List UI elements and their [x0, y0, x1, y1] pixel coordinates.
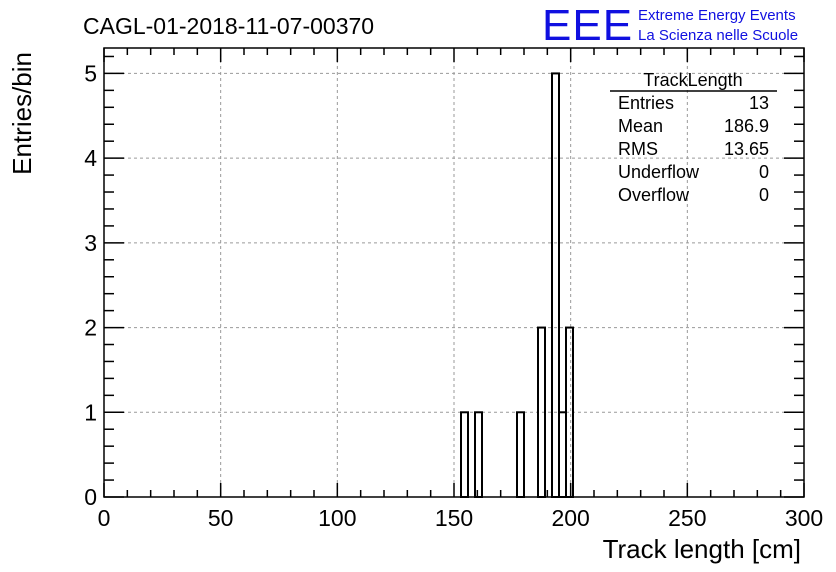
y-tick-label: 3	[84, 230, 97, 256]
histogram-bar	[516, 411, 525, 498]
histogram-bar	[474, 411, 483, 498]
y-tick-label: 1	[84, 399, 97, 425]
stats-row-label: Overflow	[618, 185, 690, 205]
logo-mark: EEE	[542, 1, 633, 50]
stats-box-title: TrackLength	[643, 70, 742, 90]
stats-row-value: 0	[759, 185, 769, 205]
y-tick-label: 2	[84, 315, 97, 341]
x-axis-label: Track length [cm]	[603, 534, 801, 564]
stats-row-value: 13	[749, 93, 769, 113]
eee-logo: EEE Extreme Energy Events La Scienza nel…	[542, 1, 798, 50]
x-tick-label: 50	[208, 505, 234, 531]
x-tick-label: 250	[668, 505, 706, 531]
histogram-bar	[460, 411, 469, 498]
logo-line-1: Extreme Energy Events	[638, 7, 796, 24]
x-tick-label: 300	[785, 505, 823, 531]
y-tick-label: 5	[84, 60, 97, 86]
y-axis-label: Entries/bin	[7, 52, 37, 175]
x-tick-labels: 0 50 100 150 200 250 300	[98, 505, 824, 531]
stats-row-value: 13.65	[724, 139, 769, 159]
histogram-bars	[460, 72, 574, 498]
x-tick-label: 0	[98, 505, 111, 531]
stats-row-value: 0	[759, 162, 769, 182]
stats-row-label: RMS	[618, 139, 658, 159]
y-tick-label: 0	[84, 484, 97, 510]
stats-box: TrackLength Entries 13 Mean 186.9 RMS 13.65 Un…	[610, 70, 777, 205]
y-tick-label: 4	[84, 145, 97, 171]
grid-layer	[104, 48, 804, 497]
histogram-bar	[551, 72, 560, 498]
x-tick-label: 100	[318, 505, 356, 531]
axis-ticks	[103, 48, 805, 498]
stats-row-label: Underflow	[618, 162, 700, 182]
histogram-bar	[558, 411, 567, 498]
stats-row-value: 186.9	[724, 116, 769, 136]
y-tick-labels: 0 1 2 3 4 5	[84, 60, 97, 510]
x-tick-label: 150	[435, 505, 473, 531]
chart-title: CAGL-01-2018-11-07-00370	[83, 13, 374, 39]
logo-line-2: La Scienza nelle Scuole	[638, 27, 798, 44]
stats-row-label: Mean	[618, 116, 663, 136]
stats-row-label: Entries	[618, 93, 674, 113]
x-tick-label: 200	[551, 505, 589, 531]
